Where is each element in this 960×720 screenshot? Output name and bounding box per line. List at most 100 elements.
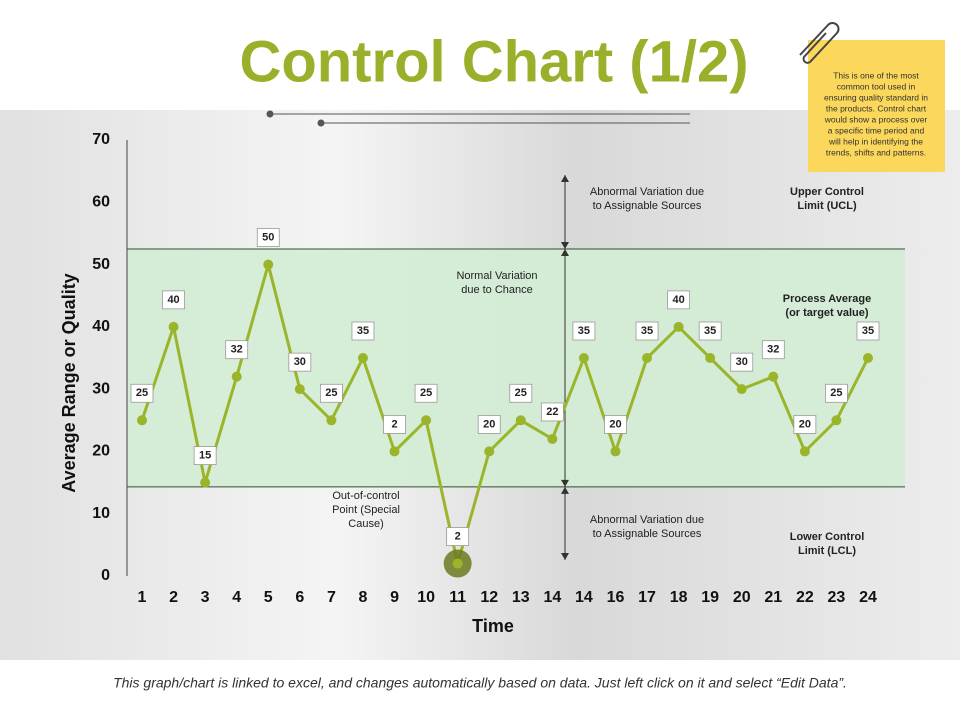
value-label: 35 <box>641 325 653 337</box>
value-label: 35 <box>704 325 716 337</box>
data-point <box>736 384 747 395</box>
value-label-box <box>351 321 375 341</box>
annotation: (or target value) <box>785 307 868 319</box>
x-tick-label: 4 <box>232 589 241 606</box>
note-line: would show a process over <box>824 114 928 124</box>
value-label: 2 <box>455 530 461 542</box>
value-label-box <box>540 402 564 422</box>
footer: This graph/chart is linked to excel, and… <box>113 675 847 691</box>
data-point <box>137 415 147 426</box>
x-tick-label: 21 <box>764 589 782 606</box>
value-label-box <box>698 321 722 341</box>
value-label-box <box>856 321 880 341</box>
value-label: 30 <box>736 356 748 368</box>
value-label-box <box>667 290 691 310</box>
x-tick-label: 14 <box>575 589 593 606</box>
note-line: a specific time period and <box>828 125 925 135</box>
value-label: 35 <box>578 325 590 337</box>
y-tick-label: 40 <box>92 318 110 335</box>
value-label: 20 <box>799 418 811 430</box>
data-point <box>515 415 526 426</box>
annotation: Abnormal Variation due <box>590 186 704 198</box>
note-line: the products. Control chart <box>826 103 927 113</box>
x-tick-label: 17 <box>638 589 656 606</box>
value-label-box <box>793 415 817 434</box>
value-label-box <box>193 446 217 465</box>
data-point <box>294 384 305 395</box>
value-label-box <box>730 352 754 372</box>
data-point <box>578 353 589 363</box>
value-label-box <box>446 527 470 546</box>
annotation: due to Chance <box>461 284 533 296</box>
y-tick-label: 10 <box>92 505 110 522</box>
value-label: 25 <box>420 387 432 399</box>
note-line: will help in identifying the <box>828 136 923 146</box>
value-label: 2 <box>391 418 397 430</box>
decor-dot <box>317 119 325 127</box>
arrow-head <box>561 175 569 182</box>
x-tick-label: 2 <box>169 589 178 606</box>
annotation: Limit (LCL) <box>798 545 856 557</box>
value-label-box <box>288 352 312 372</box>
annotation: Abnormal Variation due <box>590 514 704 526</box>
value-label: 40 <box>672 294 684 306</box>
data-point <box>231 371 242 382</box>
value-label: 25 <box>136 387 148 399</box>
note-line: trends, shifts and patterns. <box>826 147 926 157</box>
data-point <box>389 446 400 457</box>
x-tick-label: 13 <box>512 589 530 606</box>
data-point <box>263 259 274 270</box>
value-label: 22 <box>546 406 558 418</box>
arrow-head <box>561 249 569 256</box>
value-label: 15 <box>199 449 211 461</box>
value-label-box <box>130 383 154 403</box>
data-point <box>484 446 495 457</box>
paperclip <box>799 22 840 64</box>
data-point <box>610 446 621 457</box>
arrow-head <box>561 553 569 560</box>
value-label: 35 <box>862 325 874 337</box>
data-point <box>547 433 558 444</box>
x-tick-label: 5 <box>264 589 273 606</box>
y-tick-label: 60 <box>92 194 110 211</box>
annotation: Lower Control <box>790 531 865 543</box>
data-point <box>831 415 842 426</box>
value-label-box <box>383 415 406 434</box>
value-label-box <box>319 383 343 403</box>
data-point <box>452 558 463 569</box>
y-tick-label: 0 <box>101 567 110 584</box>
value-label: 20 <box>483 418 495 430</box>
annotation: Limit (UCL) <box>797 200 857 212</box>
value-label: 30 <box>294 356 306 368</box>
annotation: Out-of-control <box>332 490 399 502</box>
y-tick-label: 70 <box>92 131 110 148</box>
data-point <box>357 353 368 363</box>
value-label-box <box>509 383 533 403</box>
x-tick-label: 20 <box>733 589 751 606</box>
data-point <box>200 477 211 488</box>
data-line <box>140 258 870 564</box>
x-tick-label: 6 <box>295 589 304 606</box>
value-label-box <box>477 415 501 434</box>
value-label: 35 <box>357 325 369 337</box>
x-tick-label: 8 <box>359 589 368 606</box>
x-tick-label: 3 <box>201 589 210 606</box>
arrow-head <box>561 479 569 487</box>
value-label-box <box>162 290 185 310</box>
value-label-box <box>604 415 627 434</box>
x-tick-label: 9 <box>390 589 399 606</box>
data-point <box>642 353 653 363</box>
x-tick-label: 23 <box>828 589 846 606</box>
value-label: 32 <box>231 344 243 356</box>
note-line: This is one of the most <box>833 70 919 80</box>
x-tick-label: 1 <box>138 589 147 606</box>
value-label-box <box>572 321 596 341</box>
x-tick-label: 11 <box>449 589 466 606</box>
x-tick-label: 14 <box>543 589 561 606</box>
value-label-box <box>414 383 438 403</box>
value-label: 25 <box>515 387 527 399</box>
data-point <box>421 415 432 426</box>
y-tick-label: 50 <box>92 256 110 273</box>
x-tick-label: 7 <box>327 589 336 606</box>
